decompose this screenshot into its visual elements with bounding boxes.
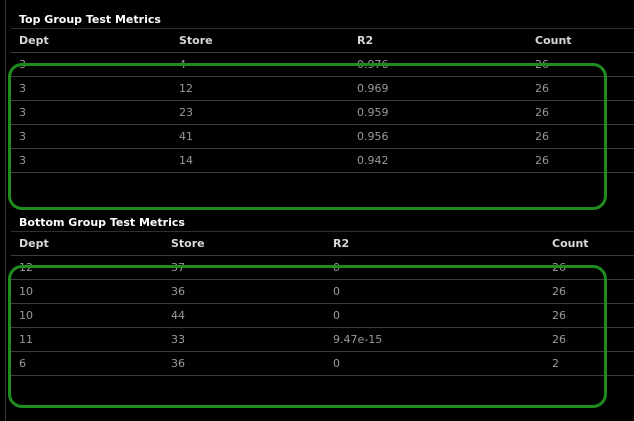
cell-dept: 3 — [11, 124, 171, 149]
cell-dept: 3 — [11, 52, 171, 77]
cell-count: 26 — [544, 279, 634, 304]
column-header-count[interactable]: Count — [544, 231, 634, 256]
cell-r2: 0 — [325, 279, 544, 304]
cell-dept: 6 — [11, 351, 163, 376]
cell-store: 4 — [171, 52, 349, 77]
cell-r2: 0 — [325, 303, 544, 328]
table-header-row: Dept Store R2 Count — [11, 231, 634, 256]
table-row: 3 14 0.942 26 — [11, 148, 634, 173]
table-row: 6 36 0 2 — [11, 351, 634, 376]
table-row: 3 23 0.959 26 — [11, 100, 634, 125]
cell-r2: 0.956 — [349, 124, 527, 149]
cell-dept: 3 — [11, 76, 171, 101]
cell-count: 26 — [527, 76, 634, 101]
cell-count: 2 — [544, 351, 634, 376]
cell-store: 33 — [163, 327, 325, 352]
cell-store: 36 — [163, 279, 325, 304]
cell-dept: 10 — [11, 303, 163, 328]
cell-dept: 10 — [11, 279, 163, 304]
cell-r2: 9.47e-15 — [325, 327, 544, 352]
column-header-store[interactable]: Store — [163, 231, 325, 256]
cell-store: 37 — [163, 255, 325, 280]
table-row: 10 36 0 26 — [11, 279, 634, 304]
table-row: 11 33 9.47e-15 26 — [11, 327, 634, 352]
table-row: 3 41 0.956 26 — [11, 124, 634, 149]
page-left-border — [5, 0, 6, 421]
cell-r2: 0.969 — [349, 76, 527, 101]
cell-dept: 12 — [11, 255, 163, 280]
cell-count: 26 — [544, 303, 634, 328]
cell-count: 26 — [527, 148, 634, 173]
column-header-dept[interactable]: Dept — [11, 231, 163, 256]
cell-r2: 0.959 — [349, 100, 527, 125]
top-group-section: Top Group Test Metrics Dept Store R2 Cou… — [11, 12, 634, 173]
cell-r2: 0 — [325, 255, 544, 280]
column-header-dept[interactable]: Dept — [11, 28, 171, 53]
bottom-group-title: Bottom Group Test Metrics — [19, 216, 185, 229]
cell-dept: 3 — [11, 100, 171, 125]
column-header-r2[interactable]: R2 — [349, 28, 527, 53]
table-row: 3 12 0.969 26 — [11, 76, 634, 101]
top-group-title: Top Group Test Metrics — [19, 13, 161, 26]
column-header-r2[interactable]: R2 — [325, 231, 544, 256]
table-row: 3 4 0.976 26 — [11, 52, 634, 77]
cell-store: 44 — [163, 303, 325, 328]
table-row: 10 44 0 26 — [11, 303, 634, 328]
cell-dept: 3 — [11, 148, 171, 173]
bottom-group-section: Bottom Group Test Metrics Dept Store R2 … — [11, 215, 634, 376]
table-header-row: Dept Store R2 Count — [11, 28, 634, 53]
top-group-table: Dept Store R2 Count 3 4 0.976 26 3 12 0.… — [11, 28, 634, 173]
table-row: 12 37 0 26 — [11, 255, 634, 280]
column-header-store[interactable]: Store — [171, 28, 349, 53]
cell-r2: 0.976 — [349, 52, 527, 77]
cell-count: 26 — [527, 124, 634, 149]
cell-dept: 11 — [11, 327, 163, 352]
cell-count: 26 — [527, 100, 634, 125]
cell-store: 23 — [171, 100, 349, 125]
cell-r2: 0.942 — [349, 148, 527, 173]
cell-count: 26 — [527, 52, 634, 77]
cell-r2: 0 — [325, 351, 544, 376]
cell-count: 26 — [544, 327, 634, 352]
cell-store: 12 — [171, 76, 349, 101]
cell-store: 36 — [163, 351, 325, 376]
cell-count: 26 — [544, 255, 634, 280]
bottom-group-table: Dept Store R2 Count 12 37 0 26 10 36 0 2… — [11, 231, 634, 376]
column-header-count[interactable]: Count — [527, 28, 634, 53]
cell-store: 14 — [171, 148, 349, 173]
cell-store: 41 — [171, 124, 349, 149]
